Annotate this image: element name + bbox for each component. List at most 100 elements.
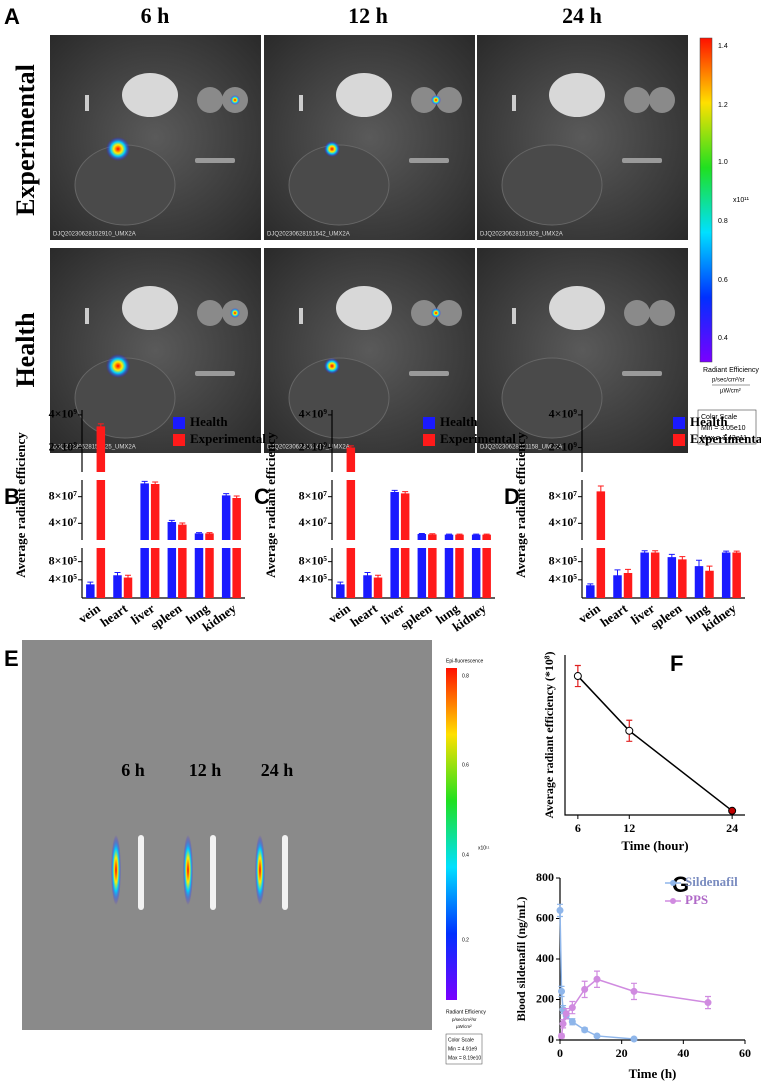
signal (106, 137, 130, 161)
organ (649, 87, 675, 113)
error-bar (233, 495, 240, 500)
point (593, 975, 601, 983)
femur (111, 835, 121, 905)
point (558, 1032, 566, 1040)
axes (564, 655, 745, 816)
x-tick-label: 40 (677, 1046, 689, 1060)
panel-letter: F (670, 651, 683, 676)
signal (106, 354, 130, 378)
error-bar (641, 550, 648, 555)
y-tick-label: 8×10⁵ (549, 553, 578, 567)
error-bar (97, 423, 104, 429)
error-bar (364, 572, 371, 578)
image-caption: DJQ20230628151929_UMX2A (480, 232, 563, 238)
organ (299, 308, 303, 324)
organ (288, 144, 390, 226)
error-bar (87, 581, 94, 587)
y-axis-label: Blood sildenafil (ng/mL) (514, 897, 528, 1022)
row-label: Health (11, 312, 40, 388)
error-bar (206, 532, 213, 534)
x-tick-label: 24 (726, 821, 738, 835)
bar (373, 577, 383, 598)
bone (282, 835, 288, 910)
colorbar-tick: 0.8 (462, 673, 469, 679)
panel-letter: D (504, 484, 520, 509)
bar (390, 492, 399, 598)
panel-letter: A (4, 4, 20, 29)
scale-title: Color Scale (448, 1037, 474, 1043)
signal (230, 308, 240, 318)
femur (183, 835, 193, 905)
legend-swatch (673, 434, 685, 446)
y-tick-label: 200 (536, 991, 554, 1005)
organ (85, 308, 89, 324)
legend-swatch (423, 434, 435, 446)
image-caption: DJQ20230628152910_UMX2A (53, 232, 136, 238)
colorbar-unit: p/sec/cm²/sr (712, 378, 745, 384)
point (581, 985, 589, 993)
colorbar-tick: 0.4 (718, 335, 728, 342)
colorbar-title: Radiant Efficiency (446, 1009, 486, 1015)
x-tick-label: heart (97, 600, 130, 630)
colorbar-tick: 1.0 (718, 159, 728, 166)
error-bar (391, 489, 398, 494)
organ (549, 73, 605, 117)
image-caption: DJQ20230628151542_UMX2A (267, 232, 350, 238)
colorbar-tick: 0.6 (718, 277, 728, 284)
image-caption: DJQ20230628151158_UMX2A (480, 445, 562, 451)
legend-label: Health (690, 414, 728, 429)
scale-min: Min = 3.05e10 (701, 425, 746, 432)
bone (210, 835, 216, 910)
point (558, 987, 566, 995)
bar (667, 557, 677, 598)
bar (363, 575, 372, 598)
y-tick-label: 2×10⁹ (549, 439, 578, 453)
error-bar (196, 532, 202, 534)
organ (195, 371, 235, 376)
x-axis-label: Time (h) (629, 1066, 677, 1081)
x-tick-label: spleen (398, 600, 436, 633)
column-label: 12 h (348, 3, 388, 28)
y-tick-label: 8×10⁵ (299, 553, 328, 567)
bar (623, 573, 633, 598)
organ (649, 300, 675, 326)
error-bar (679, 556, 686, 563)
point (704, 999, 712, 1007)
organ (85, 95, 89, 111)
bar (721, 552, 731, 598)
bar (86, 584, 95, 598)
bar (613, 575, 622, 598)
time-label: 24 h (261, 760, 294, 780)
point (556, 906, 564, 914)
row-label: Experimental (11, 64, 40, 216)
bar (586, 585, 595, 598)
bar (471, 534, 481, 598)
point (625, 726, 634, 735)
organ (411, 87, 437, 113)
error-bar (723, 550, 730, 554)
legend-label: Experimental (440, 431, 516, 446)
organ (436, 87, 462, 113)
organ (336, 73, 392, 117)
bar (455, 534, 464, 598)
colorbar-exponent: x10¹¹ (733, 197, 750, 204)
error-bar (597, 485, 604, 497)
y-tick-label: 2×10⁹ (299, 439, 328, 453)
point (630, 987, 638, 995)
bar (113, 575, 122, 598)
organ (622, 158, 662, 163)
panel-letter: C (254, 484, 270, 509)
panel-letter: G (672, 872, 689, 897)
error-bar (141, 480, 148, 486)
error-bar (179, 522, 186, 527)
colorbar-unit: µW/cm² (456, 1024, 472, 1029)
y-tick-label: 600 (536, 910, 554, 924)
colorbar-a (699, 37, 713, 363)
point (728, 806, 737, 815)
bar (194, 533, 204, 598)
y-tick-label: 4×10⁷ (299, 515, 328, 529)
x-tick-label: heart (347, 600, 380, 630)
legend-label: PPS (685, 892, 708, 907)
error-bar (473, 533, 480, 536)
